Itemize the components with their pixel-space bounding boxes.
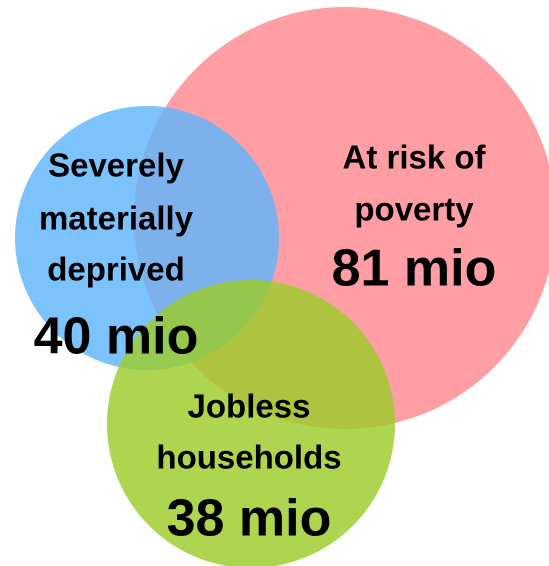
set-value: 81 mio [332, 240, 497, 298]
set-value: 38 mio [167, 490, 332, 548]
set-label: At risk of [342, 139, 486, 176]
set-label: materially [39, 200, 194, 237]
set-label: households [156, 439, 341, 476]
labels: At risk of poverty 81 mio Severely materiall… [34, 139, 497, 548]
set-label: Jobless [188, 388, 311, 425]
jobless-circle [107, 280, 395, 566]
set-label: poverty [354, 191, 474, 228]
set-value: 40 mio [34, 308, 199, 366]
set-label: deprived [47, 251, 185, 288]
set-label: Severely [48, 147, 184, 184]
